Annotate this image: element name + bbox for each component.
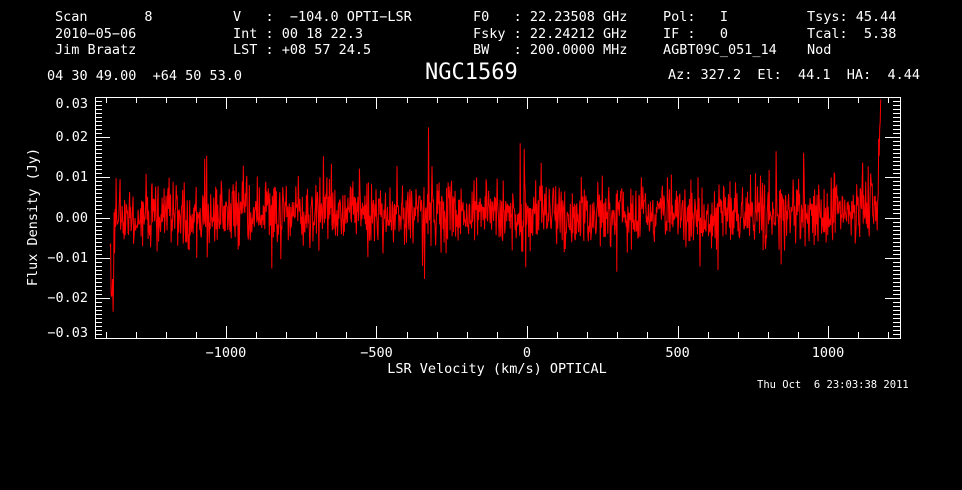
- az-el-ha-readout: Az: 327.2 El: 44.1 HA: 4.44: [668, 67, 920, 83]
- lst-line: LST : +08 57 24.5: [233, 42, 372, 58]
- f0-line: F0 : 22.23508 GHz: [473, 9, 628, 25]
- header-column-frequency: F0 : 22.23508 GHz Fsky : 22.24212 GHz BW…: [473, 9, 627, 59]
- observation-date: 2010−05−06: [55, 25, 137, 42]
- y-axis-title: Flux Density (Jy): [25, 147, 41, 287]
- x-tick-label: 0: [522, 345, 532, 361]
- obs-mode-line: Nod: [807, 42, 832, 58]
- spectrum-trace: [109, 99, 882, 312]
- velocity-line: V : −104.0 OPTI−LSR: [233, 9, 412, 25]
- y-tick-label: 0.02: [55, 129, 88, 146]
- source-name-title: NGC1569: [425, 60, 518, 85]
- observer-name: Jim Braatz: [55, 42, 137, 58]
- y-tick-label: −0.02: [47, 289, 88, 306]
- header-column-polarization: Pol: I IF : 0 AGBT09C_051_14: [663, 9, 777, 59]
- x-tick-label: −500: [360, 345, 393, 361]
- x-axis-title: LSR Velocity (km/s) OPTICAL: [387, 361, 607, 377]
- plot-timestamp: Thu Oct 6 23:03:38 2011: [757, 379, 909, 391]
- x-tick-label: 1000: [811, 345, 845, 361]
- scan-number-line: Scan 8: [55, 9, 153, 25]
- y-tick-label: 0.03: [55, 96, 88, 112]
- y-tick-label: −0.03: [47, 325, 88, 341]
- header-column-temperatures: Tsys: 45.44 Tcal: 5.38 Nod: [807, 9, 896, 59]
- pol-line: Pol: I: [663, 9, 729, 25]
- tsys-line: Tsys: 45.44: [807, 9, 897, 25]
- x-tick-label: 500: [665, 345, 690, 361]
- plot-axes: [95, 97, 901, 339]
- x-tick-label: −1000: [205, 345, 247, 361]
- header-column-velocity: V : −104.0 OPTI−LSR Int : 00 18 22.3 LST…: [233, 9, 412, 59]
- fsky-line: Fsky : 22.24212 GHz: [473, 25, 628, 42]
- bw-line: BW : 200.0000 MHz: [473, 42, 628, 58]
- y-tick-label: 0.01: [55, 169, 88, 186]
- if-line: IF : 0: [663, 25, 729, 42]
- y-tick-label: 0.00: [55, 209, 88, 226]
- tcal-line: Tcal: 5.38: [807, 25, 897, 42]
- y-tick-label: −0.01: [47, 249, 88, 266]
- source-coordinates: 04 30 49.00 +64 50 53.0: [47, 68, 243, 84]
- int-time-line: Int : 00 18 22.3: [233, 25, 364, 42]
- project-id-line: AGBT09C_051_14: [663, 42, 777, 58]
- header-column-scan: Scan 8 2010−05−06 Jim Braatz: [55, 9, 153, 59]
